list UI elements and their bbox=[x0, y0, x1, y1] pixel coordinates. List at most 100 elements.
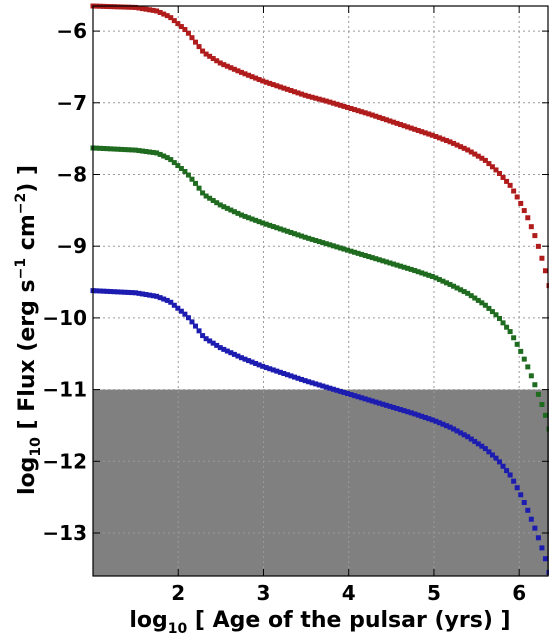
data-point bbox=[185, 172, 191, 178]
data-point bbox=[97, 145, 103, 151]
data-point bbox=[136, 148, 142, 154]
data-point bbox=[369, 112, 375, 118]
data-point bbox=[175, 163, 181, 169]
data-point bbox=[207, 338, 213, 344]
data-point bbox=[189, 35, 195, 41]
data-point bbox=[200, 48, 206, 54]
data-point bbox=[465, 147, 471, 153]
y-tick-label: −9 bbox=[56, 234, 87, 258]
data-point bbox=[270, 224, 276, 230]
data-point bbox=[348, 248, 354, 254]
data-point bbox=[447, 424, 453, 430]
data-point bbox=[267, 366, 273, 372]
data-point bbox=[217, 60, 223, 66]
data-point bbox=[306, 235, 312, 241]
data-point bbox=[316, 96, 322, 102]
data-point bbox=[196, 44, 202, 50]
data-point bbox=[267, 80, 273, 86]
data-point bbox=[270, 82, 276, 88]
data-point bbox=[330, 386, 336, 392]
data-point bbox=[136, 5, 142, 11]
data-point bbox=[493, 167, 499, 173]
data-point bbox=[320, 240, 326, 246]
data-point bbox=[224, 63, 230, 69]
data-point bbox=[214, 200, 220, 206]
data-point bbox=[139, 6, 145, 12]
data-point bbox=[429, 417, 435, 423]
data-point bbox=[390, 119, 396, 125]
data-point bbox=[528, 373, 534, 379]
data-point bbox=[475, 441, 481, 447]
data-point bbox=[281, 371, 287, 377]
data-point bbox=[323, 241, 329, 247]
data-point bbox=[101, 145, 107, 151]
data-point bbox=[111, 289, 117, 295]
data-point bbox=[249, 359, 255, 365]
data-point bbox=[231, 209, 237, 215]
x-tick-label: 4 bbox=[342, 581, 356, 605]
data-point bbox=[150, 293, 156, 299]
data-point bbox=[309, 94, 315, 100]
data-point bbox=[497, 459, 503, 465]
data-point bbox=[200, 190, 206, 196]
data-point bbox=[422, 130, 428, 136]
data-point bbox=[182, 311, 188, 317]
data-point bbox=[228, 350, 234, 356]
data-point bbox=[97, 288, 103, 294]
data-point bbox=[327, 242, 333, 248]
data-point bbox=[306, 379, 312, 385]
data-point bbox=[178, 166, 184, 172]
data-point bbox=[221, 346, 227, 352]
data-point bbox=[387, 118, 393, 124]
data-point bbox=[143, 6, 149, 12]
data-point bbox=[345, 104, 351, 110]
data-point bbox=[164, 297, 170, 303]
data-point bbox=[171, 160, 177, 166]
data-point bbox=[161, 11, 167, 17]
shaded-region bbox=[93, 389, 549, 576]
data-point bbox=[465, 290, 471, 296]
data-point bbox=[302, 92, 308, 98]
data-point bbox=[366, 397, 372, 403]
data-point bbox=[415, 269, 421, 275]
data-point bbox=[154, 8, 160, 14]
data-point bbox=[242, 213, 248, 219]
data-point bbox=[373, 113, 379, 119]
data-point bbox=[242, 356, 248, 362]
data-point bbox=[528, 224, 534, 230]
data-point bbox=[136, 290, 142, 296]
data-point bbox=[108, 289, 114, 295]
data-point bbox=[207, 53, 213, 59]
data-point bbox=[256, 77, 262, 83]
x-axis-label: log10 [ Age of the pulsar (yrs) ] bbox=[129, 608, 510, 637]
y-tick-label: −13 bbox=[42, 521, 87, 545]
data-point bbox=[203, 193, 209, 199]
data-point bbox=[352, 393, 358, 399]
y-tick-label: −11 bbox=[42, 378, 87, 402]
data-point bbox=[327, 99, 333, 105]
data-point bbox=[511, 478, 517, 484]
tick-label-layer: 2 3 4 5 6 −6 −7 −8 −9 −10 −11 −12 −13 bbox=[42, 19, 526, 605]
data-point bbox=[525, 215, 531, 221]
data-point bbox=[147, 149, 153, 155]
data-point bbox=[436, 135, 442, 141]
data-point bbox=[369, 255, 375, 261]
data-point bbox=[482, 157, 488, 163]
data-point bbox=[320, 97, 326, 103]
data-point bbox=[355, 108, 361, 114]
data-point bbox=[412, 126, 418, 132]
data-point bbox=[288, 88, 294, 94]
data-point bbox=[178, 24, 184, 30]
data-point bbox=[168, 299, 174, 305]
data-point bbox=[468, 436, 474, 442]
data-point bbox=[246, 72, 252, 78]
data-point bbox=[175, 21, 181, 27]
data-point bbox=[401, 264, 407, 270]
data-point bbox=[210, 56, 216, 62]
data-point bbox=[504, 178, 510, 184]
data-point bbox=[521, 500, 527, 506]
data-point bbox=[281, 85, 287, 91]
data-point bbox=[532, 233, 538, 239]
data-point bbox=[334, 387, 340, 393]
